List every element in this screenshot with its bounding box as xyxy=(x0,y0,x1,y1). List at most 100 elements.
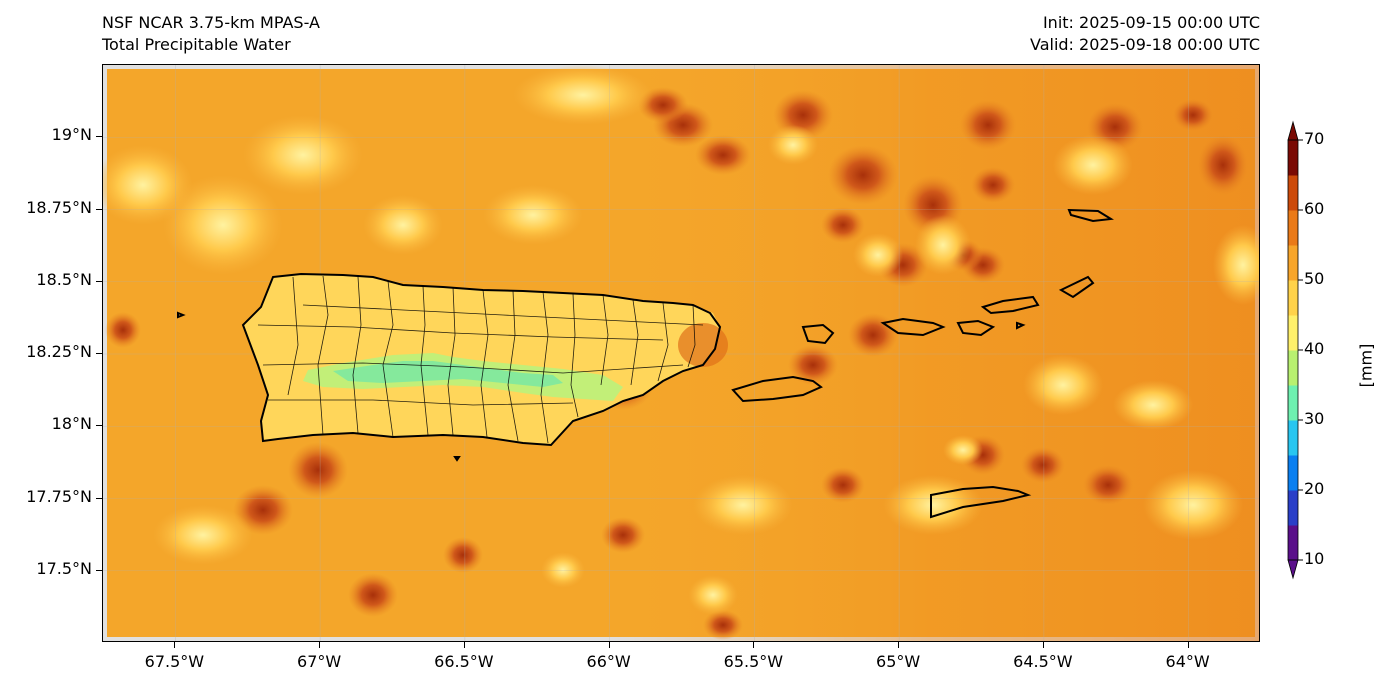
colorbar-segment xyxy=(1288,210,1298,246)
colorbar-segment xyxy=(1288,455,1298,491)
municipality-boundary xyxy=(420,285,429,436)
title-left: NSF NCAR 3.75-km MPAS-A Total Precipitab… xyxy=(102,12,320,56)
colorbar-ramp xyxy=(1287,120,1303,580)
dry-minimum-blob xyxy=(688,575,738,615)
colorbar-tick-label: 30 xyxy=(1304,409,1325,428)
dry-minimum-blob xyxy=(943,435,983,465)
moist-maximum-blob xyxy=(821,467,865,503)
colorbar-tick-label: 50 xyxy=(1304,269,1325,288)
colorbar-extend-min xyxy=(1287,559,1299,580)
municipality-boundary xyxy=(480,289,489,438)
colorbar-segment xyxy=(1288,385,1298,421)
moist-maximum-blob xyxy=(288,442,348,498)
longitude-tick-label: 64°W xyxy=(1165,652,1210,671)
moist-maximum-blob xyxy=(1021,447,1065,483)
colorbar-extend-max xyxy=(1287,120,1299,141)
colorbar: 70 60 50 40 30 20 10 xyxy=(1280,120,1378,590)
small-island-1 xyxy=(177,311,186,319)
model-name: NSF NCAR 3.75-km MPAS-A xyxy=(102,13,320,32)
anegada-coast xyxy=(1067,208,1115,223)
virgin-gorda-coast xyxy=(1058,275,1095,299)
latitude-tick-label: 17.5°N xyxy=(36,558,92,578)
field-name: Total Precipitable Water xyxy=(102,35,291,54)
moist-maximum-blob xyxy=(443,537,483,573)
moist-maximum-blob xyxy=(105,312,141,348)
map-panel xyxy=(102,64,1260,642)
colorbar-segment xyxy=(1288,245,1298,281)
municipality-boundary xyxy=(352,276,362,434)
moist-maximum-blob xyxy=(971,167,1015,203)
st-croix-coast xyxy=(930,485,1032,519)
longitude-tick xyxy=(174,642,176,648)
dry-minimum-blob xyxy=(1053,135,1133,195)
municipality-boundary xyxy=(257,324,664,341)
municipality-boundary xyxy=(570,293,579,418)
colorbar-tick-label: 10 xyxy=(1304,549,1325,568)
longitude-tick xyxy=(463,642,465,648)
longitude-tick xyxy=(1187,642,1189,648)
dry-minimum-blob xyxy=(153,505,253,565)
dry-minimum-blob xyxy=(483,185,583,245)
puerto-rico-fill xyxy=(243,274,720,445)
dry-minimum-blob xyxy=(883,475,983,535)
dry-minimum-blob xyxy=(163,175,283,275)
latitude-tick xyxy=(96,353,102,354)
municipality-boundaries xyxy=(257,275,704,444)
moist-maximum-blob xyxy=(788,345,838,385)
tortola-coast xyxy=(980,295,1040,315)
longitude-tick-label: 66.5°W xyxy=(434,652,494,671)
moist-maximum-blob xyxy=(848,313,898,357)
init-time: Init: 2025-09-15 00:00 UTC xyxy=(1042,13,1260,32)
colorbar-tick-label: 20 xyxy=(1304,479,1325,498)
precipitable-water-map xyxy=(103,65,1259,641)
colorbar-unit: [mm] xyxy=(1356,343,1376,388)
colorbar-tick-label: 40 xyxy=(1304,339,1325,358)
coastlines xyxy=(177,208,1115,519)
title-right: Init: 2025-09-15 00:00 UTC Valid: 2025-0… xyxy=(1030,12,1260,56)
st-john-coast xyxy=(956,319,996,337)
dry-minimum-blob xyxy=(103,145,193,225)
moist-maximum-blob xyxy=(348,573,398,617)
colorbar-tick-label: 70 xyxy=(1304,129,1325,148)
colorbar-segment xyxy=(1288,140,1298,176)
dry-minimum-blob xyxy=(693,475,793,535)
dry-minimum-blob xyxy=(363,195,443,255)
colorbar-segment xyxy=(1288,490,1298,526)
moist-maximum-blob xyxy=(601,517,645,553)
latitude-tick xyxy=(96,136,102,138)
small-island-2 xyxy=(453,456,461,462)
vieques-coast xyxy=(731,375,823,403)
longitude-tick xyxy=(608,642,610,648)
municipality-boundary xyxy=(507,290,519,442)
latitude-tick-label: 18.25°N xyxy=(26,342,92,361)
moist-maximum-blob xyxy=(695,135,751,175)
st-thomas-coast xyxy=(880,317,946,337)
moist-maximum-blob xyxy=(821,207,865,243)
dry-minimum-blob xyxy=(1113,380,1193,430)
dry-minimum-blob xyxy=(541,552,585,588)
latitude-tick-label: 18°N xyxy=(51,414,92,434)
colorbar-segment xyxy=(1288,525,1298,561)
latitude-tick-label: 17.75°N xyxy=(26,486,92,506)
dry-minimum-blob xyxy=(768,125,818,165)
municipality-boundary xyxy=(657,302,669,382)
moist-maximum-blob xyxy=(1198,135,1248,195)
latitude-tick-label: 19°N xyxy=(51,125,92,145)
latitude-tick xyxy=(96,569,102,571)
longitude-tick-label: 67°W xyxy=(297,652,342,671)
latitude-tick-label: 18.5°N xyxy=(36,269,92,289)
municipality-boundary xyxy=(600,294,609,386)
small-island-3 xyxy=(1016,321,1026,330)
colorbar-segment xyxy=(1288,420,1298,456)
longitude-tick xyxy=(319,642,321,648)
dry-minimum-blob xyxy=(915,215,971,275)
valid-time: Valid: 2025-09-18 00:00 UTC xyxy=(1029,35,1260,54)
moist-maximum-blob xyxy=(1173,99,1213,131)
municipality-boundary xyxy=(287,276,299,396)
municipality-boundary xyxy=(687,304,696,368)
latitude-tick xyxy=(96,497,102,499)
longitude-tick xyxy=(753,642,755,648)
longitude-tick-label: 67.5°W xyxy=(144,652,205,671)
longitude-tick-label: 65.5°W xyxy=(723,652,784,671)
moist-maximum-blob xyxy=(960,100,1016,150)
